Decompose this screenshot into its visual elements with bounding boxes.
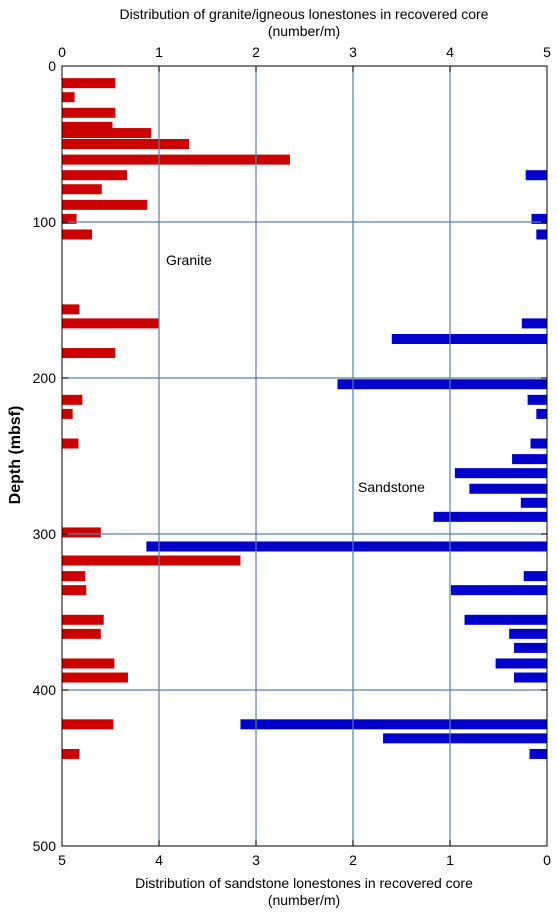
plot-frame bbox=[61, 65, 548, 847]
granite-bar bbox=[62, 672, 128, 683]
sandstone-bar bbox=[520, 497, 547, 508]
grid-layer bbox=[62, 66, 547, 846]
granite-bar bbox=[62, 571, 86, 582]
sandstone-bar bbox=[525, 170, 547, 181]
sandstone-bar bbox=[527, 394, 547, 405]
granite-bar bbox=[62, 555, 241, 566]
granite-bar bbox=[62, 304, 80, 315]
sandstone-bar bbox=[450, 585, 547, 596]
sandstone-bar bbox=[531, 213, 547, 224]
sandstone-bar bbox=[454, 468, 547, 479]
granite-annotation: Granite bbox=[166, 252, 212, 268]
sandstone-bar bbox=[509, 628, 547, 639]
depth-tick-label: 0 bbox=[48, 58, 56, 74]
top-axis-title: Distribution of granite/igneous loneston… bbox=[120, 6, 489, 22]
granite-bar bbox=[62, 139, 190, 149]
granite-bar bbox=[62, 394, 83, 405]
depth-tick-label: 500 bbox=[33, 838, 57, 854]
y-axis-label: Depth (mbsf) bbox=[7, 406, 24, 505]
top-axis-units: (number/m) bbox=[268, 23, 340, 39]
top-tick-label: 3 bbox=[349, 44, 357, 60]
sandstone-bar bbox=[523, 571, 547, 582]
granite-bar bbox=[62, 229, 93, 240]
sandstone-bar bbox=[146, 541, 547, 552]
bottom-axis-title: Distribution of sandstone lonestones in … bbox=[135, 875, 473, 891]
top-tick-label: 4 bbox=[446, 44, 454, 60]
depth-tick-label: 400 bbox=[33, 682, 57, 698]
granite-bar bbox=[62, 614, 104, 625]
granite-bar bbox=[62, 121, 113, 132]
granite-bar bbox=[62, 199, 148, 210]
depth-tick-label: 100 bbox=[33, 214, 57, 230]
granite-bar bbox=[62, 92, 75, 103]
top-tick-label: 5 bbox=[543, 44, 551, 60]
sandstone-bar bbox=[521, 318, 547, 329]
granite-bar bbox=[62, 170, 127, 181]
granite-bar bbox=[62, 107, 116, 118]
top-tick-label: 1 bbox=[155, 44, 163, 60]
depth-tick-label: 200 bbox=[33, 370, 57, 386]
bottom-tick-label: 0 bbox=[543, 852, 551, 868]
granite-bar bbox=[62, 527, 101, 538]
bottom-axis-units: (number/m) bbox=[268, 892, 340, 908]
granite-bar bbox=[62, 585, 87, 596]
bottom-tick-label: 1 bbox=[446, 852, 454, 868]
sandstone-bar bbox=[512, 454, 547, 465]
sandstone-bar bbox=[469, 483, 547, 494]
granite-bar bbox=[62, 628, 101, 639]
sandstone-bar bbox=[536, 229, 547, 240]
sandstone-bar bbox=[529, 748, 547, 759]
bottom-tick-label: 4 bbox=[155, 852, 163, 868]
bottom-tick-label: 5 bbox=[58, 852, 66, 868]
sandstone-bar bbox=[391, 334, 547, 344]
sandstone-annotation: Sandstone bbox=[358, 479, 425, 495]
granite-bar bbox=[62, 408, 73, 419]
sandstone-bar bbox=[530, 438, 547, 449]
granite-bar bbox=[62, 348, 116, 359]
granite-bar bbox=[62, 438, 79, 449]
granite-bar bbox=[62, 213, 77, 224]
top-tick-label: 0 bbox=[58, 44, 66, 60]
granite-bar bbox=[62, 154, 290, 165]
granite-bar bbox=[62, 658, 115, 669]
sandstone-bar bbox=[514, 642, 547, 653]
granite-bar bbox=[62, 748, 80, 759]
sandstone-bar bbox=[464, 614, 547, 625]
sandstone-bar bbox=[514, 672, 547, 683]
bottom-tick-label: 2 bbox=[349, 852, 357, 868]
sandstone-bar bbox=[383, 733, 547, 744]
sandstone-bar bbox=[495, 658, 547, 669]
granite-bar bbox=[62, 719, 114, 730]
sandstone-bar bbox=[433, 511, 547, 522]
top-tick-label: 2 bbox=[252, 44, 260, 60]
depth-tick-label: 300 bbox=[33, 526, 57, 542]
bottom-tick-label: 3 bbox=[252, 852, 260, 868]
granite-bar bbox=[62, 318, 159, 329]
sandstone-bar bbox=[536, 408, 547, 419]
granite-bar bbox=[62, 128, 152, 139]
granite-bar bbox=[62, 184, 102, 195]
sandstone-bar bbox=[337, 379, 547, 390]
bars-layer bbox=[62, 78, 548, 759]
granite-bar bbox=[62, 78, 116, 89]
sandstone-bar bbox=[240, 719, 548, 730]
